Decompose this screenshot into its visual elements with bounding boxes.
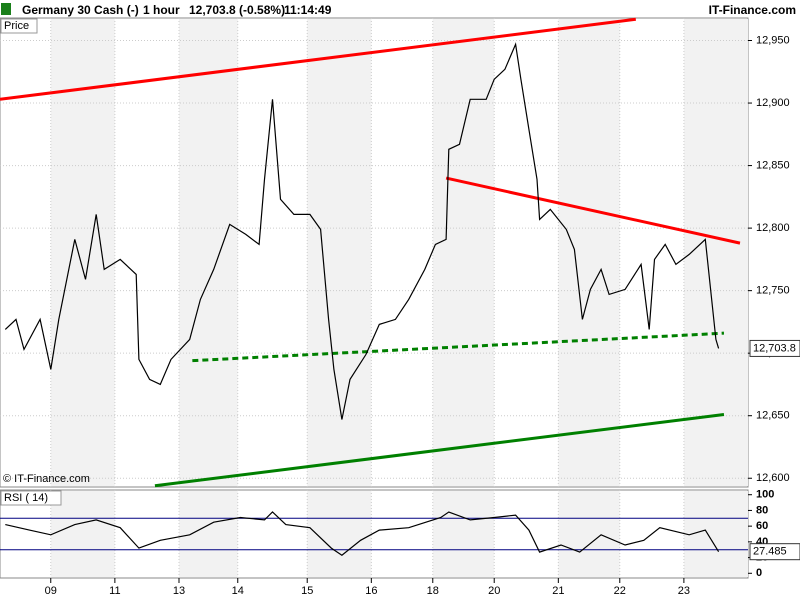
x-tick-label: 16: [365, 585, 377, 597]
x-tick-label: 18: [427, 585, 439, 597]
day-stripe: [307, 19, 372, 486]
series-line: [4, 42, 720, 420]
symbol: Germany 30 Cash (-): [22, 3, 139, 17]
panel-label-box: [0, 490, 62, 506]
trend-line: [445, 176, 741, 245]
y-tick-label: 12,850: [756, 159, 790, 171]
x-tick-label: 09: [45, 585, 57, 597]
x-tick-label: 22: [614, 585, 626, 597]
day-stripe: [558, 19, 620, 486]
panel-label: Price: [4, 20, 29, 32]
y-tick-label: 12,750: [756, 285, 790, 297]
last-value-label: 12,703.8: [753, 342, 796, 354]
plot-layer: 12,60012,65012,70012,75012,80012,85012,9…: [0, 17, 800, 597]
x-tick-label: 23: [678, 585, 690, 597]
y-tick-label: 12,800: [756, 222, 790, 234]
y-tick-label: 80: [756, 504, 768, 516]
copyright: © IT-Finance.com: [3, 473, 90, 485]
panel-label-box: [0, 18, 38, 34]
day-stripe: [432, 19, 495, 486]
x-tick-label: 20: [488, 585, 500, 597]
y-tick-label: 12,950: [756, 34, 790, 46]
trend-line: [0, 17, 636, 101]
y-tick-label: 100: [756, 489, 774, 501]
day-stripe: [50, 19, 115, 486]
day-stripe: [178, 491, 238, 577]
last-value-badge: [749, 543, 800, 561]
y-tick-label: 60: [756, 520, 768, 532]
day-stripe: [307, 491, 372, 577]
trend-line: [192, 331, 725, 363]
day-stripe: [432, 491, 495, 577]
x-tick-label: 13: [173, 585, 185, 597]
last-value-label: 27.485: [753, 546, 787, 558]
y-tick-label: 0: [756, 567, 762, 579]
day-stripe: [178, 19, 238, 486]
header: Germany 30 Cash (-) 1 hour 12,703.8 (-0.…: [1, 3, 796, 17]
x-tick-label: 15: [301, 585, 313, 597]
trend-line: [154, 412, 725, 488]
last-value-badge: [749, 339, 800, 357]
day-stripe: [683, 491, 748, 577]
quote: 12,703.8 (-0.58%): [189, 3, 285, 17]
panel-label: RSI ( 14): [4, 492, 48, 504]
logo-icon: [1, 3, 11, 15]
x-tick-label: 11: [109, 585, 120, 597]
y-tick-label: 12,650: [756, 410, 790, 422]
day-stripe: [558, 491, 620, 577]
x-tick-label: 14: [232, 585, 244, 597]
day-stripe: [683, 19, 748, 486]
interval: 1 hour: [143, 3, 180, 17]
series-line: [5, 511, 720, 556]
time: 11:14:49: [284, 3, 332, 17]
y-tick-label: 12,600: [756, 472, 790, 484]
brand: IT-Finance.com: [709, 3, 796, 17]
x-tick-label: 21: [552, 585, 564, 597]
y-tick-label: 12,900: [756, 97, 790, 109]
